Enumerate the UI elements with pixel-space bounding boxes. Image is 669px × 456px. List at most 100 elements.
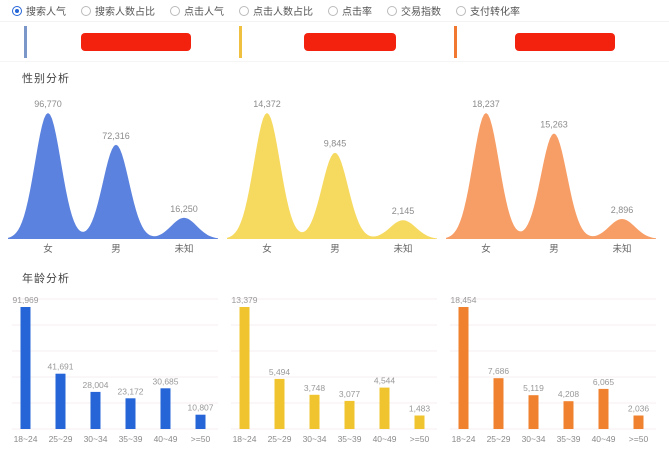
gender-charts-row: 96,770 女 72,316 男 16,250 未知 14,372 女 9,845 男 2,145…	[0, 89, 669, 262]
age-section-title: 年龄分析	[22, 273, 70, 285]
category-label: 女	[43, 243, 53, 255]
redacted-legend-text	[515, 32, 615, 51]
value-label: 10,807	[188, 403, 214, 413]
bar-rect	[195, 414, 206, 429]
age-bar-chart-1: 91,969 18~24 41,691 25~29 28,004 30~34 23,172 3…	[8, 289, 223, 456]
metric-radio-label: 搜索人气	[26, 7, 66, 18]
value-label: 23,172	[118, 386, 144, 396]
category-label: 女	[262, 243, 272, 255]
value-label: 3,077	[339, 389, 361, 399]
category-label: 未知	[612, 243, 631, 255]
bar-rect	[239, 307, 250, 429]
radio-unselected-icon[interactable]	[387, 5, 397, 16]
value-label: 14,372	[253, 99, 281, 109]
value-label: 16,250	[170, 204, 198, 214]
gender-area-chart-2: 14,372 女 9,845 男 2,145 未知	[227, 89, 442, 262]
radio-unselected-icon[interactable]	[239, 5, 249, 16]
category-label: 女	[481, 243, 491, 255]
value-label: 9,845	[324, 139, 347, 149]
gender-area-chart-3: 18,237 女 15,263 男 2,896 未知	[446, 89, 661, 262]
gender-area-chart-1: 96,770 女 72,316 男 16,250 未知	[8, 89, 223, 262]
bar-rect	[528, 395, 539, 429]
gender-section-title: 性别分析	[22, 73, 70, 85]
bar-rect	[309, 394, 320, 429]
age-bar-chart-2: 13,379 18~24 5,494 25~29 3,748 30~34 3,077 35~3…	[227, 289, 442, 456]
legend-item-1	[24, 22, 239, 61]
metric-radio-option-0[interactable]: 搜索人气	[12, 3, 66, 18]
bar-rect	[598, 388, 609, 429]
metric-radio-option-2[interactable]: 点击人气	[170, 3, 224, 18]
metric-radio-option-1[interactable]: 搜索人数占比	[81, 3, 155, 18]
bar-rect	[458, 307, 469, 429]
value-label: 2,145	[392, 206, 415, 216]
value-label: 4,208	[558, 389, 580, 399]
value-label: 13,379	[232, 295, 258, 305]
value-label: 96,770	[34, 99, 62, 109]
category-label: 40~49	[592, 434, 616, 444]
category-label: 25~29	[487, 434, 511, 444]
category-label: 未知	[393, 243, 412, 255]
value-label: 3,748	[304, 383, 326, 393]
category-label: 35~39	[119, 434, 143, 444]
bar-rect	[160, 388, 171, 429]
bar-rect	[633, 415, 644, 429]
bar-rect	[90, 391, 101, 429]
metric-radio-option-3[interactable]: 点击人数占比	[239, 3, 313, 18]
value-label: 5,119	[523, 383, 544, 393]
value-label: 4,544	[374, 376, 396, 386]
area-series-path	[8, 113, 218, 239]
value-label: 2,036	[628, 404, 650, 414]
legend-color-bar	[24, 25, 27, 58]
metric-radio-group: 搜索人气 搜索人数占比 点击人气 点击人数占比 点击率 交易指数 支付转化率	[0, 0, 669, 22]
value-label: 41,691	[48, 362, 74, 372]
category-label: 30~34	[84, 434, 108, 444]
metric-radio-label: 支付转化率	[470, 7, 520, 18]
value-label: 72,316	[102, 131, 130, 141]
radio-unselected-icon[interactable]	[456, 5, 466, 16]
category-label: 18~24	[233, 434, 257, 444]
legend-color-bar	[454, 25, 457, 58]
category-label: 未知	[174, 243, 193, 255]
redacted-legend-text	[304, 32, 396, 51]
value-label: 91,969	[13, 295, 39, 305]
bar-rect	[379, 387, 390, 429]
metric-radio-label: 点击率	[342, 7, 372, 18]
age-charts-row: 91,969 18~24 41,691 25~29 28,004 30~34 23,172 3…	[0, 289, 669, 456]
bar-rect	[493, 378, 504, 429]
bar-rect	[563, 401, 574, 429]
metric-radio-label: 搜索人数占比	[95, 7, 155, 18]
category-label: >=50	[629, 434, 649, 444]
category-label: 男	[330, 244, 340, 255]
value-label: 6,065	[593, 377, 615, 387]
bar-rect	[344, 400, 355, 429]
category-label: >=50	[191, 434, 211, 444]
category-label: 40~49	[373, 434, 397, 444]
metric-radio-option-6[interactable]: 支付转化率	[456, 3, 520, 18]
metric-radio-label: 点击人气	[184, 7, 224, 18]
value-label: 15,263	[540, 120, 568, 130]
legend-item-3	[454, 22, 669, 61]
bar-rect	[20, 307, 31, 429]
bar-rect	[55, 373, 66, 429]
metric-radio-option-5[interactable]: 交易指数	[387, 3, 441, 18]
area-series-path	[446, 113, 656, 239]
category-label: 男	[549, 244, 559, 255]
metric-radio-label: 交易指数	[401, 7, 441, 18]
category-label: 18~24	[14, 434, 38, 444]
category-label: 25~29	[268, 434, 292, 444]
radio-unselected-icon[interactable]	[170, 5, 180, 16]
metric-radio-label: 点击人数占比	[253, 7, 313, 18]
category-label: 25~29	[49, 434, 73, 444]
category-label: 35~39	[338, 434, 362, 444]
metric-radio-option-4[interactable]: 点击率	[328, 3, 372, 18]
radio-selected-icon[interactable]	[12, 5, 22, 16]
bar-rect	[274, 378, 285, 429]
category-label: 30~34	[303, 434, 327, 444]
category-label: 40~49	[154, 434, 178, 444]
legend-item-2	[239, 22, 454, 61]
radio-unselected-icon[interactable]	[81, 5, 91, 16]
legend-row	[0, 22, 669, 62]
value-label: 18,454	[451, 295, 477, 305]
area-series-path	[227, 113, 437, 239]
radio-unselected-icon[interactable]	[328, 5, 338, 16]
